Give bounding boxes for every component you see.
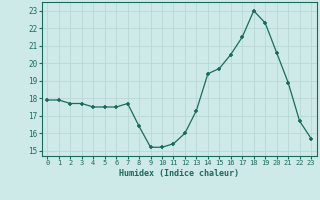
X-axis label: Humidex (Indice chaleur): Humidex (Indice chaleur) — [119, 169, 239, 178]
